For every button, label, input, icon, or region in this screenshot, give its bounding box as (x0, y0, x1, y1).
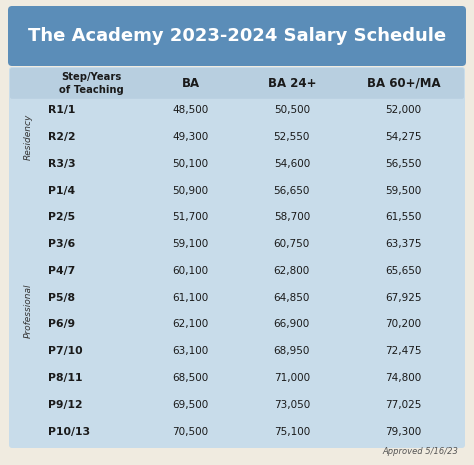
Text: P5/8: P5/8 (48, 292, 75, 303)
Text: P6/9: P6/9 (48, 319, 75, 330)
Text: 67,925: 67,925 (385, 292, 422, 303)
Text: 48,500: 48,500 (173, 105, 209, 115)
Text: P8/11: P8/11 (48, 373, 83, 383)
Text: 60,100: 60,100 (173, 266, 209, 276)
Text: R3/3: R3/3 (48, 159, 76, 169)
Text: Step/Years
of Teaching: Step/Years of Teaching (59, 72, 124, 94)
Text: 72,475: 72,475 (385, 346, 422, 356)
Text: P4/7: P4/7 (48, 266, 76, 276)
Text: BA 24+: BA 24+ (268, 77, 316, 90)
Text: R1/1: R1/1 (48, 105, 76, 115)
Text: 66,900: 66,900 (273, 319, 310, 330)
Text: 75,100: 75,100 (273, 426, 310, 437)
Text: 68,950: 68,950 (273, 346, 310, 356)
Text: BA 60+/MA: BA 60+/MA (367, 77, 440, 90)
Text: The Academy 2023-2024 Salary Schedule: The Academy 2023-2024 Salary Schedule (28, 27, 446, 45)
Text: 50,900: 50,900 (173, 186, 209, 196)
Text: P1/4: P1/4 (48, 186, 75, 196)
Text: 70,200: 70,200 (385, 319, 421, 330)
Text: Residency: Residency (24, 114, 33, 160)
Text: 56,550: 56,550 (385, 159, 422, 169)
Text: R2/2: R2/2 (48, 132, 76, 142)
FancyBboxPatch shape (10, 68, 464, 99)
Text: 62,100: 62,100 (173, 319, 209, 330)
Text: 63,100: 63,100 (173, 346, 209, 356)
Text: 79,300: 79,300 (385, 426, 422, 437)
Text: P10/13: P10/13 (48, 426, 91, 437)
Text: 74,800: 74,800 (385, 373, 422, 383)
Text: 59,500: 59,500 (385, 186, 422, 196)
Text: 51,700: 51,700 (173, 213, 209, 222)
Text: 71,000: 71,000 (274, 373, 310, 383)
Text: 49,300: 49,300 (173, 132, 209, 142)
Text: 59,100: 59,100 (173, 239, 209, 249)
Text: 77,025: 77,025 (385, 400, 422, 410)
FancyBboxPatch shape (9, 67, 465, 448)
Text: 60,750: 60,750 (273, 239, 310, 249)
Text: 69,500: 69,500 (173, 400, 209, 410)
Text: 62,800: 62,800 (273, 266, 310, 276)
Text: P9/12: P9/12 (48, 400, 83, 410)
Text: Approved 5/16/23: Approved 5/16/23 (382, 447, 458, 456)
Text: 61,550: 61,550 (385, 213, 422, 222)
Text: P7/10: P7/10 (48, 346, 83, 356)
Text: 73,050: 73,050 (273, 400, 310, 410)
Text: 58,700: 58,700 (273, 213, 310, 222)
Text: Professional: Professional (24, 284, 33, 339)
FancyBboxPatch shape (8, 6, 466, 66)
Text: 63,375: 63,375 (385, 239, 422, 249)
Text: 56,650: 56,650 (273, 186, 310, 196)
Text: P2/5: P2/5 (48, 213, 75, 222)
Text: 70,500: 70,500 (173, 426, 209, 437)
Text: 65,650: 65,650 (385, 266, 422, 276)
Text: 52,550: 52,550 (273, 132, 310, 142)
Text: 54,600: 54,600 (273, 159, 310, 169)
Text: 61,100: 61,100 (173, 292, 209, 303)
Text: BA: BA (182, 77, 200, 90)
Text: P3/6: P3/6 (48, 239, 76, 249)
Text: 68,500: 68,500 (173, 373, 209, 383)
Text: 50,100: 50,100 (173, 159, 209, 169)
Text: 52,000: 52,000 (385, 105, 421, 115)
Text: 64,850: 64,850 (273, 292, 310, 303)
Text: 50,500: 50,500 (274, 105, 310, 115)
Text: 54,275: 54,275 (385, 132, 422, 142)
